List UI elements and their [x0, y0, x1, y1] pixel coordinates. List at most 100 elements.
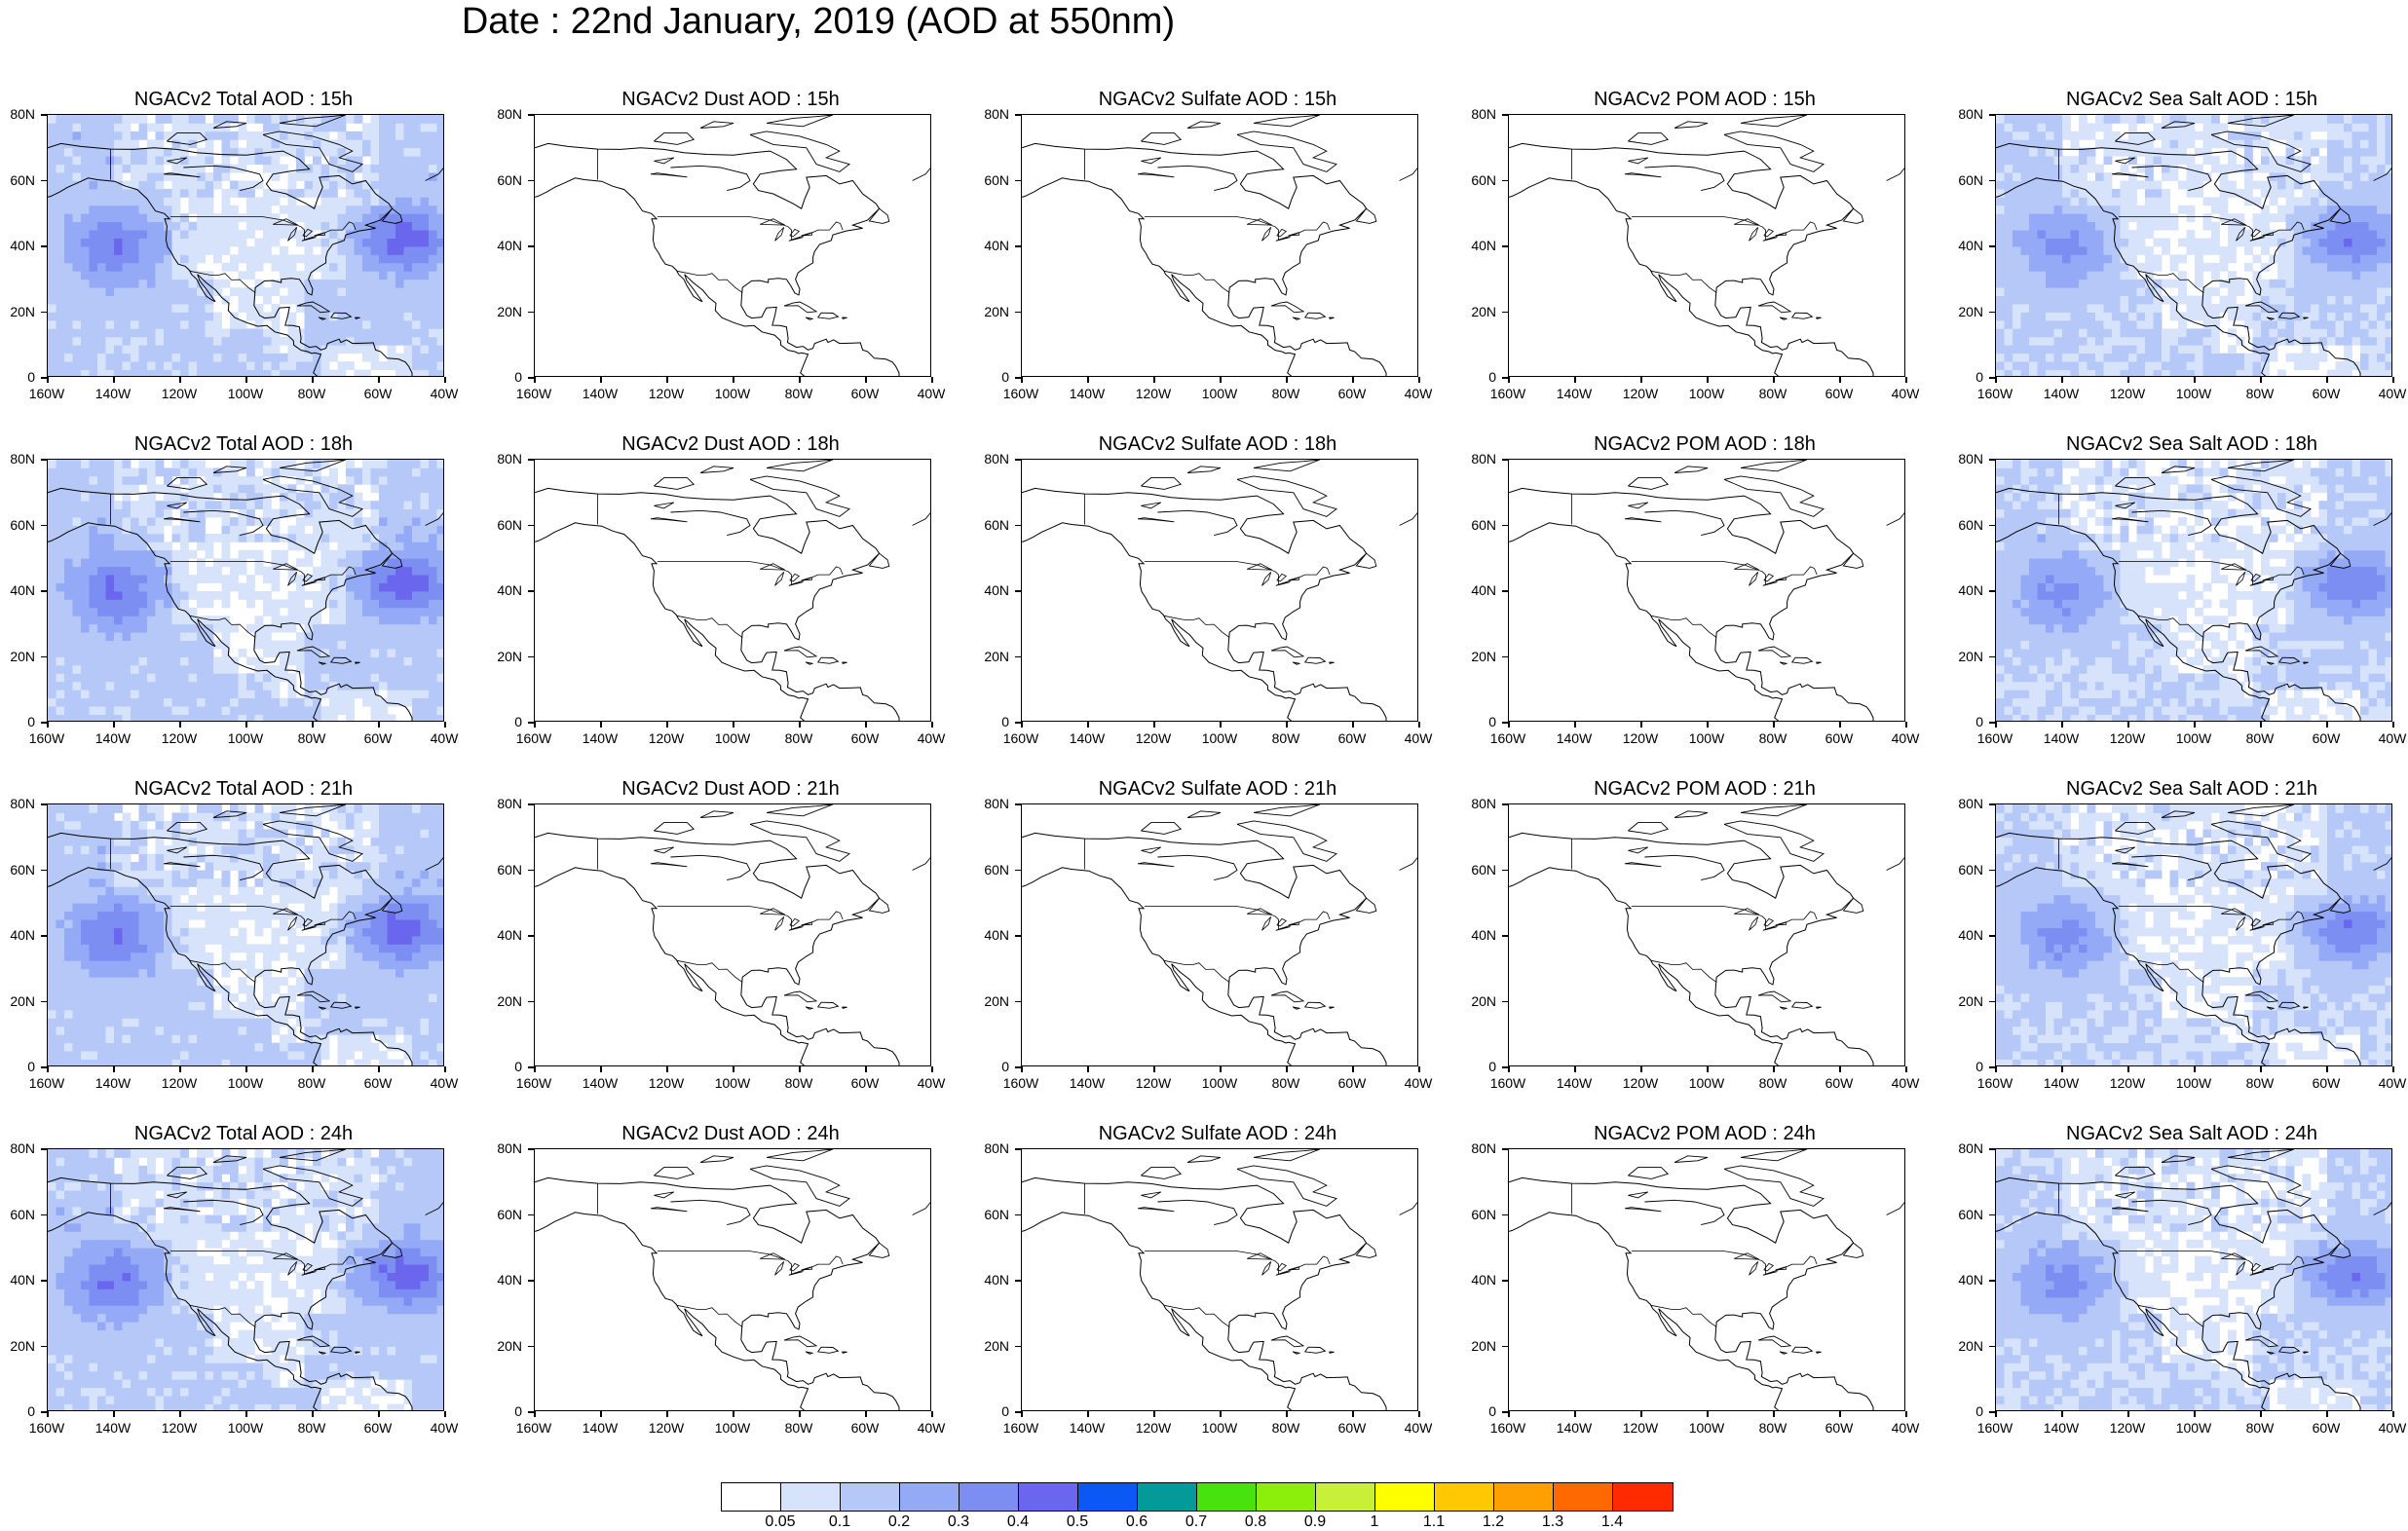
island-outline — [912, 512, 930, 526]
aod-cell — [2013, 262, 2021, 272]
lake-outline — [314, 232, 326, 237]
aod-cell — [2079, 558, 2088, 568]
aod-cell — [221, 541, 231, 551]
aod-cell — [346, 649, 355, 657]
aod-cell — [2344, 287, 2352, 297]
aod-cell — [2327, 254, 2336, 264]
aod-cell — [2195, 295, 2203, 305]
aod-cell — [2013, 345, 2021, 355]
aod-cell — [97, 460, 106, 468]
aod-cell — [2046, 304, 2054, 313]
aod-cell — [155, 287, 165, 297]
aod-cell — [1996, 558, 2005, 568]
aod-cell — [271, 517, 281, 526]
aod-cell — [2162, 115, 2170, 124]
aod-cell — [2169, 312, 2179, 321]
aod-cell — [105, 115, 115, 124]
aod-cell — [320, 254, 330, 264]
aod-cell — [2285, 246, 2295, 255]
aod-cell — [2070, 336, 2080, 346]
aod-cell — [213, 369, 222, 376]
aod-cell — [387, 353, 396, 362]
aod-cell — [2062, 230, 2071, 239]
aod-cell — [2112, 238, 2121, 247]
aod-cell — [72, 616, 82, 625]
aod-cell — [81, 123, 90, 132]
aod-cell — [213, 664, 222, 674]
aod-cell — [238, 287, 247, 297]
lake-outline — [774, 572, 785, 586]
aod-cell — [171, 714, 181, 721]
island-outline — [699, 121, 734, 129]
aod-cell — [254, 328, 264, 338]
aod-cell — [2103, 156, 2113, 166]
aod-cell — [412, 197, 421, 206]
aod-cell — [2013, 230, 2021, 239]
aod-cell — [81, 575, 90, 583]
aod-cell — [48, 484, 56, 494]
aod-cell — [2244, 238, 2253, 247]
aod-cell — [2029, 197, 2038, 206]
aod-cell — [354, 599, 363, 609]
aod-cell — [271, 673, 281, 683]
aod-cell — [164, 271, 172, 280]
aod-cell — [221, 640, 231, 650]
island-outline — [1141, 132, 1183, 145]
aod-cell — [436, 558, 443, 568]
aod-cell — [2120, 295, 2129, 305]
aod-cell — [412, 131, 421, 140]
aod-cell — [2120, 147, 2129, 157]
aod-cell — [171, 262, 181, 272]
aod-cell — [171, 591, 181, 600]
aod-cell — [2377, 353, 2386, 362]
aod-cell — [238, 697, 247, 707]
aod-cell — [254, 287, 264, 297]
aod-cell — [1996, 549, 2005, 559]
aod-cell — [387, 533, 396, 542]
aod-cell — [362, 533, 371, 542]
aod-cell — [114, 319, 123, 329]
aod-cell — [2046, 640, 2054, 650]
aod-cell — [403, 541, 413, 551]
aod-cell — [114, 345, 123, 355]
aod-cell — [287, 607, 297, 616]
aod-cell — [164, 549, 172, 559]
lat-tick — [1015, 245, 1021, 247]
aod-cell — [370, 681, 380, 691]
aod-cell — [171, 649, 181, 657]
map-panel: NGACv2 POM AOD : 18h 80N 60N 40N 20N 0 160W 140… — [1461, 432, 1948, 778]
aod-cell — [180, 714, 189, 721]
aod-cell — [213, 475, 222, 485]
aod-cell — [354, 304, 363, 313]
aod-cell — [2136, 369, 2146, 376]
aod-cell — [2004, 345, 2013, 355]
aod-cell — [180, 295, 189, 305]
aod-cell — [2128, 279, 2137, 288]
aod-cell — [221, 714, 231, 721]
aod-cell — [2228, 361, 2237, 370]
lake-outline — [1141, 157, 1162, 165]
lat-tick — [528, 311, 534, 313]
aod-cell — [2352, 205, 2361, 214]
aod-cell — [48, 164, 56, 173]
aod-cell — [395, 328, 404, 338]
aod-cell — [329, 533, 338, 542]
aod-cell — [420, 197, 430, 206]
aod-cell — [2153, 262, 2163, 272]
aod-cell — [420, 304, 430, 313]
aod-cell — [1996, 213, 2005, 223]
aod-cell — [97, 467, 106, 477]
aod-cell — [2377, 205, 2386, 214]
aod-cell — [2103, 312, 2113, 321]
aod-cell — [81, 238, 90, 247]
aod-cell — [2079, 304, 2088, 313]
aod-cell — [2360, 336, 2369, 346]
aod-cell — [395, 697, 404, 707]
aod-cell — [197, 492, 206, 502]
aod-cell — [246, 582, 255, 592]
aod-cell — [48, 623, 56, 633]
lake-outline — [2115, 157, 2136, 165]
aod-cell — [2311, 164, 2319, 173]
aod-cell — [2302, 180, 2312, 190]
aod-cell — [188, 582, 198, 592]
